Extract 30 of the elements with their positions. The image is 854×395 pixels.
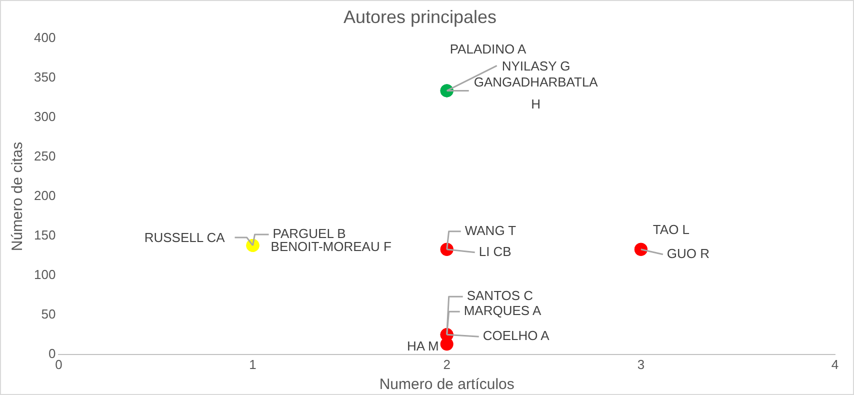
annotation: SANTOS C bbox=[466, 288, 534, 304]
annotation: PARGUEL B bbox=[272, 226, 346, 242]
y-tick-label: 150 bbox=[34, 228, 56, 243]
y-tick-label: 300 bbox=[34, 109, 56, 124]
x-tick-label: 4 bbox=[831, 356, 839, 372]
annotation: GUO R bbox=[666, 246, 710, 261]
x-tick-label: 2 bbox=[443, 356, 450, 372]
annotation: TAO L bbox=[652, 222, 690, 237]
annotation: BENOIT-MOREAU F bbox=[270, 239, 392, 254]
annotation: WANG T bbox=[464, 222, 516, 238]
y-tick-label: 0 bbox=[48, 346, 56, 361]
annotation: RUSSELL CA bbox=[144, 230, 226, 246]
x-tick-label: 1 bbox=[249, 356, 256, 372]
annotation: COELHO A bbox=[482, 328, 550, 344]
annotation: HA M bbox=[407, 338, 439, 354]
annotation: PALADINO A bbox=[450, 41, 527, 56]
annotation: GANGADHARBATLA H bbox=[474, 74, 598, 112]
annotation: MARQUES A bbox=[464, 303, 542, 318]
y-tick-label: 350 bbox=[34, 70, 56, 85]
annotation: NYILASY G bbox=[502, 58, 570, 74]
y-tick-label: 250 bbox=[34, 148, 56, 164]
x-tick-label: 3 bbox=[637, 356, 645, 372]
y-tick-label: 50 bbox=[41, 306, 56, 322]
y-tick-label: 200 bbox=[34, 188, 56, 204]
y-axis-title: Número de citas bbox=[9, 142, 26, 252]
x-axis-title: Numero de artículos bbox=[379, 376, 514, 394]
chart-title: Autores principales bbox=[343, 6, 497, 27]
annotation: LI CB bbox=[478, 244, 512, 259]
y-tick-label: 100 bbox=[34, 267, 56, 282]
y-tick-label: 400 bbox=[34, 30, 56, 46]
